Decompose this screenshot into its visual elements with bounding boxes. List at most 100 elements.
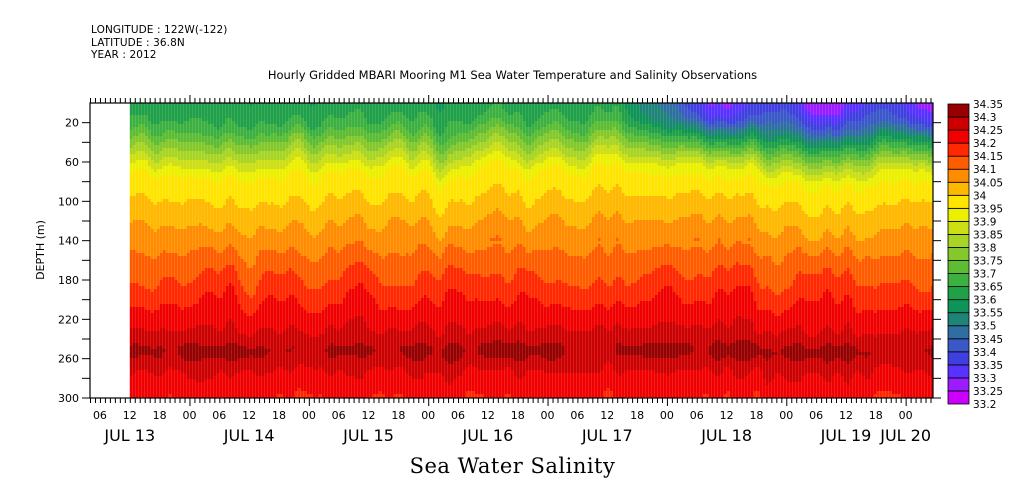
contour-cell (744, 193, 748, 217)
contour-cell (456, 376, 460, 398)
contour-cell (864, 211, 868, 238)
contour-cell (495, 184, 499, 208)
contour-cell (390, 133, 394, 142)
contour-cell (888, 391, 892, 398)
contour-cell (405, 163, 409, 172)
contour-cell (264, 250, 268, 271)
contour-cell (636, 148, 640, 157)
contour-cell (774, 157, 778, 163)
contour-cell (372, 160, 376, 166)
contour-cell (489, 106, 493, 118)
contour-cell (663, 322, 667, 343)
contour-cell (261, 160, 265, 169)
contour-cell (387, 169, 391, 193)
contour-cell (852, 334, 856, 346)
contour-cell (492, 241, 496, 244)
contour-cell (153, 349, 157, 358)
contour-cell (795, 151, 799, 157)
contour-cell (150, 292, 154, 313)
contour-cell (882, 121, 886, 127)
contour-cell (519, 379, 523, 398)
contour-cell (894, 115, 898, 124)
contour-cell (789, 172, 793, 181)
contour-cell (693, 325, 697, 370)
contour-cell (813, 115, 817, 124)
contour-cell (216, 298, 220, 331)
contour-cell (792, 181, 796, 202)
contour-cell (753, 223, 757, 253)
contour-cell (261, 358, 265, 376)
contour-cell (834, 238, 838, 256)
contour-cell (627, 331, 631, 346)
contour-cell (465, 274, 469, 301)
contour-cell (168, 253, 172, 277)
contour-cell (336, 331, 340, 346)
contour-cell (819, 103, 823, 115)
contour-cell (423, 151, 427, 160)
contour-cell (705, 253, 709, 277)
contour-cell (582, 124, 586, 136)
contour-cell (813, 358, 817, 373)
contour-cell (756, 184, 760, 205)
contour-cell (324, 328, 328, 349)
contour-cell (273, 160, 277, 169)
contour-cell (888, 184, 892, 205)
contour-cell (906, 136, 910, 139)
contour-cell (705, 136, 709, 139)
contour-cell (378, 133, 382, 142)
contour-cell (156, 154, 160, 163)
contour-cell (726, 127, 730, 130)
contour-cell (138, 151, 142, 160)
contour-cell (273, 370, 277, 397)
contour-cell (492, 151, 496, 160)
contour-cell (849, 178, 853, 184)
contour-cell (756, 367, 760, 391)
contour-cell (351, 346, 355, 355)
contour-cell (648, 301, 652, 328)
contour-cell (204, 202, 208, 226)
contour-cell (909, 253, 913, 283)
contour-cell (372, 331, 376, 349)
contour-cell (843, 361, 847, 382)
contour-cell (150, 169, 154, 178)
contour-cell (702, 112, 706, 121)
contour-cell (312, 154, 316, 163)
contour-cell (498, 127, 502, 136)
contour-cell (549, 157, 553, 166)
contour-cell (132, 373, 136, 398)
contour-cell (900, 139, 904, 142)
contour-cell (462, 133, 466, 142)
contour-cell (849, 136, 853, 139)
contour-cell (675, 151, 679, 157)
contour-cell (465, 103, 469, 124)
contour-cell (444, 268, 448, 292)
contour-cell (450, 145, 454, 154)
contour-cell (207, 136, 211, 145)
contour-cell (414, 142, 418, 151)
contour-cell (654, 373, 658, 398)
contour-cell (726, 124, 730, 127)
contour-cell (279, 208, 283, 232)
contour-cell (705, 157, 709, 163)
contour-cell (645, 196, 649, 220)
contour-cell (684, 148, 688, 151)
contour-cell (744, 265, 748, 286)
contour-cell (510, 115, 514, 124)
contour-cell (399, 148, 403, 157)
contour-cell (732, 169, 736, 178)
contour-cell (591, 307, 595, 328)
contour-cell (183, 286, 187, 307)
contour-cell (729, 103, 733, 106)
contour-cell (372, 151, 376, 160)
contour-cell (321, 334, 325, 370)
contour-cell (756, 310, 760, 334)
contour-cell (879, 256, 883, 283)
contour-cell (516, 217, 520, 244)
contour-cell (300, 280, 304, 307)
contour-cell (900, 163, 904, 169)
contour-cell (591, 250, 595, 283)
contour-cell (864, 103, 868, 115)
contour-cell (183, 151, 187, 160)
contour-cell (441, 349, 445, 358)
contour-cell (828, 268, 832, 292)
